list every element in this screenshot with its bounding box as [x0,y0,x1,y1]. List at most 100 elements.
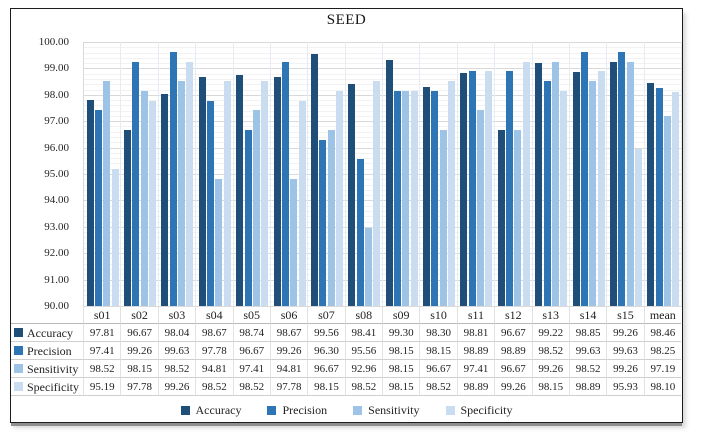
y-axis-tick-label: 93.00 [44,220,69,233]
table-cell: 99.22 [531,324,569,342]
minor-gridline [84,237,682,239]
bar-accuracy-s13 [535,62,543,306]
minor-gridline [84,84,682,86]
category-gridline [232,42,234,306]
table-cell: 95.19 [83,378,121,396]
legend-item-precision: Precision [267,403,327,418]
table-cell: 98.15 [120,360,158,378]
category-gridline [419,42,421,306]
table-cell: 98.85 [568,324,607,342]
y-axis-tick-label: 99.00 [44,62,69,75]
minor-gridline [84,284,682,286]
minor-gridline [84,115,682,117]
table-cell: 98.15 [382,378,420,396]
sensitivity-legend-swatch [353,405,363,415]
table-cell: 98.52 [232,378,270,396]
table-cell: 98.52 [195,378,233,396]
table-cell: 95.56 [344,342,382,360]
table-cell: 99.63 [157,342,196,360]
table-cell: 98.52 [157,360,196,378]
minor-gridline [84,47,682,49]
table-cell: 98.81 [456,324,495,342]
minor-gridline [84,78,682,80]
specificity-legend-swatch [445,405,455,415]
legend-item-accuracy: Accuracy [180,403,241,418]
y-axis: 100.00 99.00 98.00 97.00 96.00 95.00 94.00 93.0… [11,9,75,422]
accuracy-legend-swatch [14,328,23,337]
category-gridline [681,42,682,306]
table-cell: 97.41 [83,342,121,360]
minor-gridline [84,263,682,265]
table-cell: 98.52 [568,360,607,378]
bar-precision-mean [655,88,663,306]
bar-precision-s11 [468,71,476,306]
column-header: s12 [494,306,532,324]
column-header: s10 [419,306,457,324]
bar-precision-s05 [244,129,252,306]
bar-precision-s02 [132,61,140,306]
minor-gridline [84,295,682,297]
major-gridline [84,200,682,202]
bar-sensitivity-mean [663,116,671,306]
minor-gridline [84,131,682,133]
bar-accuracy-s08 [348,83,356,306]
bar-specificity-s04 [223,81,231,306]
bar-sensitivity-s10 [439,129,447,306]
y-axis-tick-label: 98.00 [44,88,69,101]
category-gridline [456,42,458,306]
table-cell: 96.67 [307,360,345,378]
bar-accuracy-s03 [161,93,169,306]
bar-precision-s13 [543,81,551,306]
category-gridline [606,42,608,306]
column-header: s01 [83,306,121,324]
table-cell: 94.81 [195,360,233,378]
legend-item-sensitivity: Sensitivity [353,403,420,418]
bar-specificity-s14 [597,71,605,306]
column-header: s05 [232,306,270,324]
table-cell: 99.30 [382,324,420,342]
table-cell: 96.67 [494,360,532,378]
minor-gridline [84,274,682,276]
bar-sensitivity-s08 [364,227,372,306]
table-cell: 99.63 [568,342,607,360]
bar-accuracy-s01 [86,99,94,306]
bar-precision-s14 [580,51,588,306]
table-cell: 98.30 [419,324,457,342]
bar-specificity-s01 [111,168,119,306]
table-cell: 99.26 [120,342,158,360]
bar-specificity-s03 [186,61,194,306]
table-cell: 99.26 [269,342,308,360]
table-cell: 98.10 [643,378,681,396]
major-gridline [84,253,682,255]
bar-accuracy-s02 [124,129,132,306]
bar-sensitivity-s12 [514,129,522,306]
minor-gridline [84,110,682,112]
legend-label: Specificity [460,402,513,417]
column-header: s07 [307,306,345,324]
table-cell: 97.41 [456,360,495,378]
bar-accuracy-s04 [198,77,206,306]
bar-specificity-s12 [522,61,530,306]
column-header: s02 [120,306,158,324]
plot-area [83,42,682,307]
y-axis-tick-label: 97.00 [44,115,69,128]
table-cell: 96.67 [232,342,270,360]
row-header-precision: Precision [11,342,83,360]
category-gridline [307,42,309,306]
column-header: s08 [344,306,382,324]
minor-gridline [84,105,682,107]
column-header: s03 [157,306,196,324]
row-header-specificity: Specificity [11,378,83,396]
table-cell: 98.15 [531,378,569,396]
minor-gridline [84,179,682,181]
table-cell: 96.67 [419,360,457,378]
bar-accuracy-s07 [310,53,318,306]
y-axis-tick-label: 95.00 [44,168,69,180]
minor-gridline [84,89,682,91]
y-axis-tick-label: 90.00 [44,300,69,312]
minor-gridline [84,258,682,260]
major-gridline [84,174,682,175]
category-gridline [382,42,383,306]
chart-legend: Accuracy Precision Sensitivity Specificity [11,401,682,419]
minor-gridline [84,300,682,302]
